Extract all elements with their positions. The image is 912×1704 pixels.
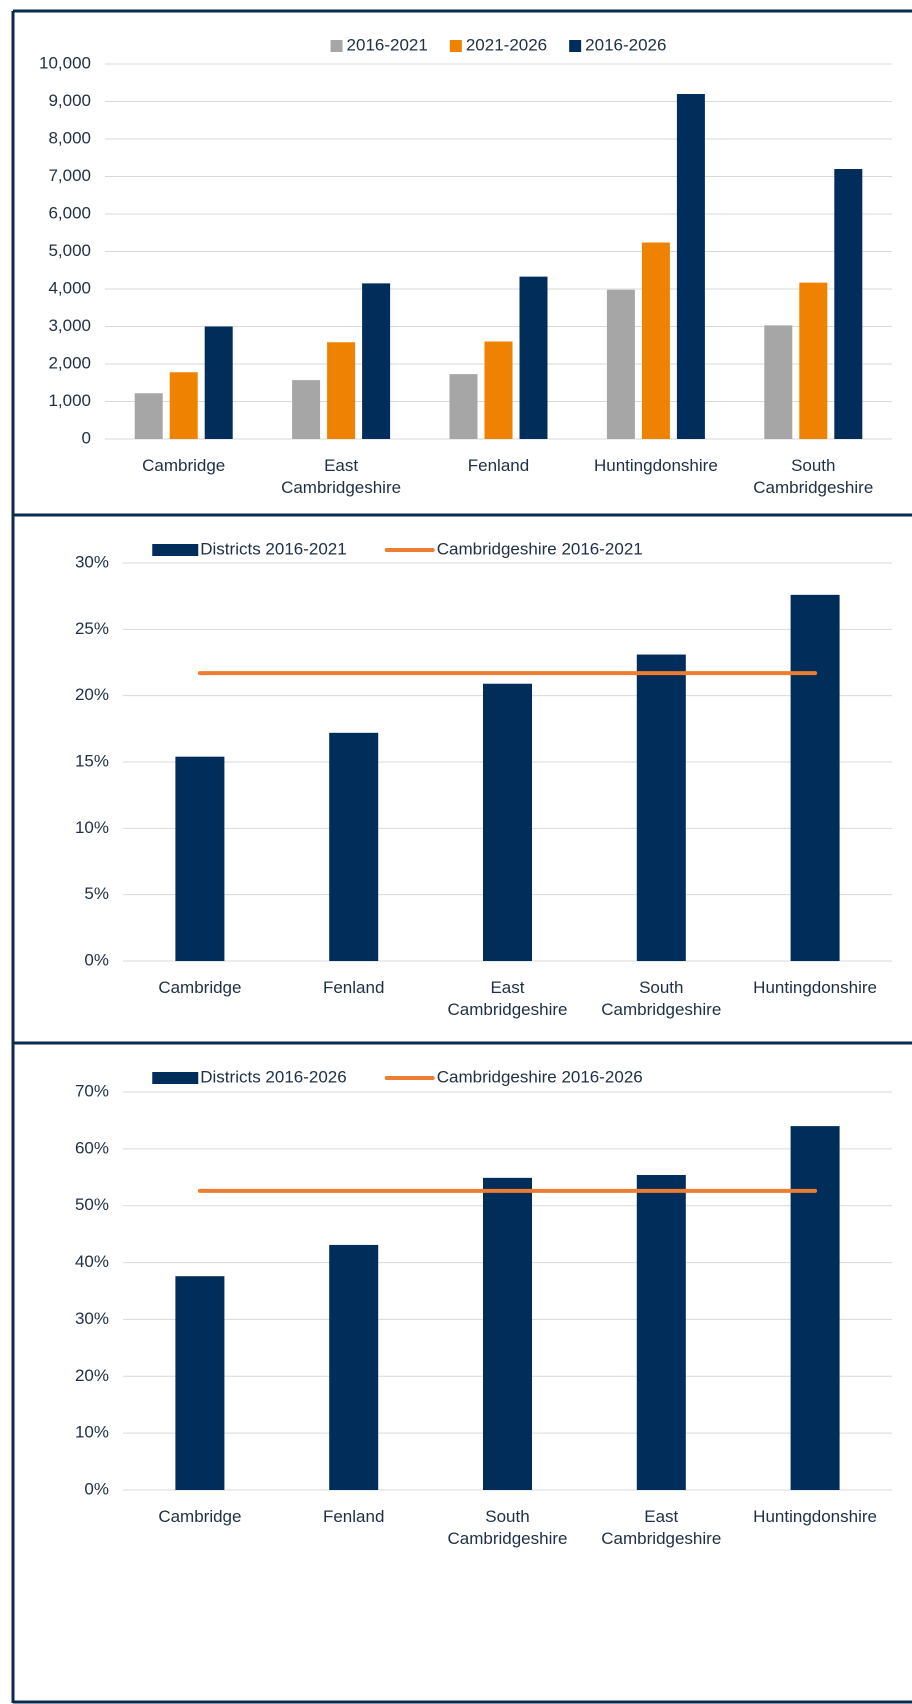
bar — [449, 374, 478, 439]
bar — [175, 1276, 225, 1490]
bar — [175, 756, 225, 961]
y-tick-label: 15% — [75, 751, 109, 770]
bar — [292, 380, 321, 439]
legend-label: Districts 2016-2026 — [200, 1067, 346, 1086]
bar — [169, 372, 198, 439]
y-tick-label: 30% — [75, 552, 109, 571]
legend-swatch — [449, 40, 462, 52]
y-tick-label: 10,000 — [39, 53, 91, 72]
bar — [204, 326, 233, 439]
bar — [362, 283, 391, 439]
y-tick-label: 60% — [75, 1138, 109, 1157]
x-tick-label: Cambridge — [142, 456, 226, 475]
legend: Districts 2016-2021 Cambridgeshire 2016-2… — [152, 539, 643, 558]
bar — [519, 276, 548, 439]
x-tick-label: Huntingdonshire — [593, 456, 718, 475]
y-tick-label: 3,000 — [48, 316, 91, 335]
x-tick-label: Fenland — [467, 456, 530, 475]
x-tick-label: East Cambridgeshire — [601, 1507, 722, 1548]
legend-swatch — [330, 40, 343, 52]
bar — [327, 342, 356, 439]
bar — [329, 1244, 379, 1490]
y-tick-label: 9,000 — [48, 91, 91, 110]
bar — [834, 169, 863, 439]
y-tick-label: 2,000 — [48, 353, 91, 372]
legend: 2016-2021 2021-2026 2016-2026 — [330, 35, 666, 54]
y-tick-label: 7,000 — [48, 166, 91, 185]
y-tick-label: 8,000 — [48, 128, 91, 147]
x-tick-label: Huntingdonshire — [753, 978, 877, 997]
legend-label: Cambridgeshire 2016-2026 — [437, 1067, 643, 1086]
y-tick-label: 20% — [75, 685, 109, 704]
bar — [329, 732, 379, 961]
bar — [483, 683, 532, 961]
y-tick-label: 6,000 — [48, 203, 91, 222]
bar — [799, 282, 828, 439]
y-tick-label: 10% — [75, 818, 109, 837]
y-tick-label: 5,000 — [48, 241, 91, 260]
x-tick-label: Fenland — [322, 978, 385, 997]
y-tick-label: 50% — [75, 1195, 109, 1214]
y-tick-label: 40% — [75, 1252, 109, 1271]
x-tick-label: South Cambridgeshire — [753, 456, 874, 497]
x-tick-label: Huntingdonshire — [753, 1507, 877, 1526]
y-tick-label: 4,000 — [48, 278, 91, 297]
y-tick-label: 30% — [75, 1309, 109, 1328]
bar — [641, 242, 670, 439]
bar — [636, 1175, 686, 1490]
legend-swatch — [152, 1072, 199, 1084]
legend-swatch — [152, 544, 199, 556]
legend-label: Cambridgeshire 2016-2021 — [437, 539, 643, 558]
y-tick-label: 10% — [75, 1423, 109, 1442]
panel-borders — [11, 9, 912, 1704]
x-tick-label: Cambridge — [158, 978, 242, 997]
y-tick-label: 0% — [84, 950, 109, 969]
x-tick-label: Cambridge — [158, 1507, 242, 1526]
y-tick-label: 1,000 — [48, 391, 91, 410]
y-tick-label: 5% — [84, 884, 109, 903]
y-tick-label: 0 — [82, 428, 91, 447]
bar — [484, 341, 513, 439]
legend-swatch — [569, 40, 582, 52]
bar — [790, 1126, 840, 1490]
bar — [483, 1177, 532, 1490]
x-tick-label: South Cambridgeshire — [601, 978, 722, 1019]
y-tick-label: 70% — [75, 1081, 109, 1100]
y-tick-label: 25% — [75, 619, 109, 638]
legend: Districts 2016-2026 Cambridgeshire 2016-2… — [152, 1067, 643, 1086]
bar — [790, 594, 840, 961]
y-tick-label: 0% — [84, 1479, 109, 1498]
x-tick-label: East Cambridgeshire — [281, 456, 402, 497]
legend-label: Districts 2016-2021 — [200, 539, 346, 558]
legend-label: 2016-2026 — [585, 35, 666, 54]
bar — [764, 325, 793, 439]
legend-label: 2021-2026 — [466, 35, 547, 54]
bar — [134, 393, 163, 439]
x-tick-label: Fenland — [322, 1507, 385, 1526]
x-tick-label: East Cambridgeshire — [447, 978, 568, 1019]
x-tick-label: South Cambridgeshire — [447, 1507, 568, 1548]
legend-label: 2016-2021 — [347, 35, 428, 54]
bar — [676, 94, 705, 439]
bar — [636, 654, 686, 961]
bar — [606, 289, 635, 439]
y-tick-label: 20% — [75, 1366, 109, 1385]
